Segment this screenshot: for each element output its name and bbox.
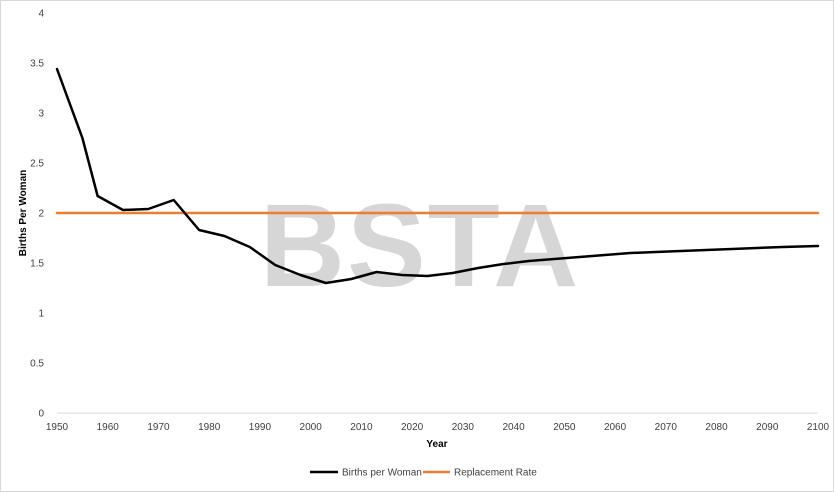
y-axis-ticks: 0 0.5 1 1.5 2 2.5 3 3.5 4 bbox=[30, 9, 44, 420]
y-tick-label: 3 bbox=[38, 109, 44, 120]
y-tick-label: 0.5 bbox=[30, 359, 44, 370]
births-per-woman-line bbox=[55, 67, 820, 285]
legend: Births per Woman Replacement Rate bbox=[310, 468, 537, 479]
y-tick-label: 2.5 bbox=[30, 159, 44, 170]
x-tick-label: 1970 bbox=[147, 422, 170, 433]
y-tick-label: 0 bbox=[38, 409, 44, 420]
x-tick-label: 1960 bbox=[97, 422, 120, 433]
x-tick-label: 2090 bbox=[756, 422, 779, 433]
x-tick-label: 2100 bbox=[807, 422, 830, 433]
x-tick-label: 2040 bbox=[502, 422, 525, 433]
x-tick-label: 2010 bbox=[350, 422, 373, 433]
x-axis-ticks: 1950 1960 1970 1980 1990 2000 2010 2020 2030 2040… bbox=[46, 422, 830, 433]
x-tick-label: 1950 bbox=[46, 422, 69, 433]
y-tick-label: 2 bbox=[38, 209, 44, 220]
x-tick-label: 1980 bbox=[198, 422, 221, 433]
x-axis-title: Year bbox=[426, 439, 447, 450]
y-tick-label: 4 bbox=[38, 9, 44, 20]
x-tick-label: 2060 bbox=[604, 422, 627, 433]
x-tick-label: 2030 bbox=[452, 422, 475, 433]
watermark-text: BSTA bbox=[260, 180, 580, 312]
legend-label-births: Births per Woman bbox=[342, 468, 422, 479]
series-layer bbox=[55, 67, 820, 285]
y-tick-label: 1 bbox=[38, 309, 44, 320]
y-tick-label: 1.5 bbox=[30, 259, 44, 270]
x-tick-label: 1990 bbox=[249, 422, 272, 433]
legend-label-replacement: Replacement Rate bbox=[454, 468, 537, 479]
x-tick-label: 2020 bbox=[401, 422, 424, 433]
y-tick-label: 3.5 bbox=[30, 59, 44, 70]
x-tick-label: 2070 bbox=[655, 422, 678, 433]
x-tick-label: 2050 bbox=[553, 422, 576, 433]
x-tick-label: 2000 bbox=[300, 422, 323, 433]
y-axis-title: Births Per Woman bbox=[18, 170, 29, 257]
x-tick-label: 2080 bbox=[705, 422, 728, 433]
